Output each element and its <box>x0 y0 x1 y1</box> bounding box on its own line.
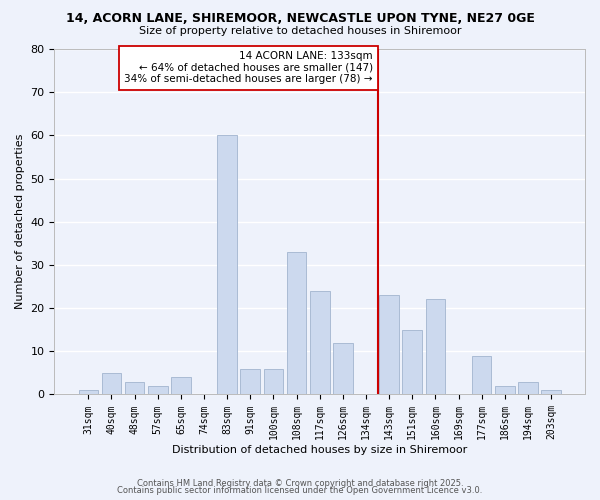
Text: 14 ACORN LANE: 133sqm
← 64% of detached houses are smaller (147)
34% of semi-det: 14 ACORN LANE: 133sqm ← 64% of detached … <box>124 51 373 84</box>
Text: Contains HM Land Registry data © Crown copyright and database right 2025.: Contains HM Land Registry data © Crown c… <box>137 478 463 488</box>
Bar <box>125 382 145 394</box>
Bar <box>472 356 491 395</box>
Bar <box>287 252 307 394</box>
Text: 14, ACORN LANE, SHIREMOOR, NEWCASTLE UPON TYNE, NE27 0GE: 14, ACORN LANE, SHIREMOOR, NEWCASTLE UPO… <box>65 12 535 26</box>
Bar <box>79 390 98 394</box>
Bar <box>171 377 191 394</box>
Bar <box>403 330 422 394</box>
Bar <box>241 368 260 394</box>
Bar <box>495 386 515 394</box>
Bar <box>101 373 121 394</box>
Bar <box>541 390 561 394</box>
Bar <box>425 300 445 394</box>
Text: Size of property relative to detached houses in Shiremoor: Size of property relative to detached ho… <box>139 26 461 36</box>
X-axis label: Distribution of detached houses by size in Shiremoor: Distribution of detached houses by size … <box>172 445 467 455</box>
Text: Contains public sector information licensed under the Open Government Licence v3: Contains public sector information licen… <box>118 486 482 495</box>
Bar <box>379 295 399 394</box>
Bar <box>217 136 237 394</box>
Y-axis label: Number of detached properties: Number of detached properties <box>15 134 25 310</box>
Bar <box>310 291 329 395</box>
Bar <box>518 382 538 394</box>
Bar <box>333 342 353 394</box>
Bar <box>148 386 167 394</box>
Bar <box>263 368 283 394</box>
